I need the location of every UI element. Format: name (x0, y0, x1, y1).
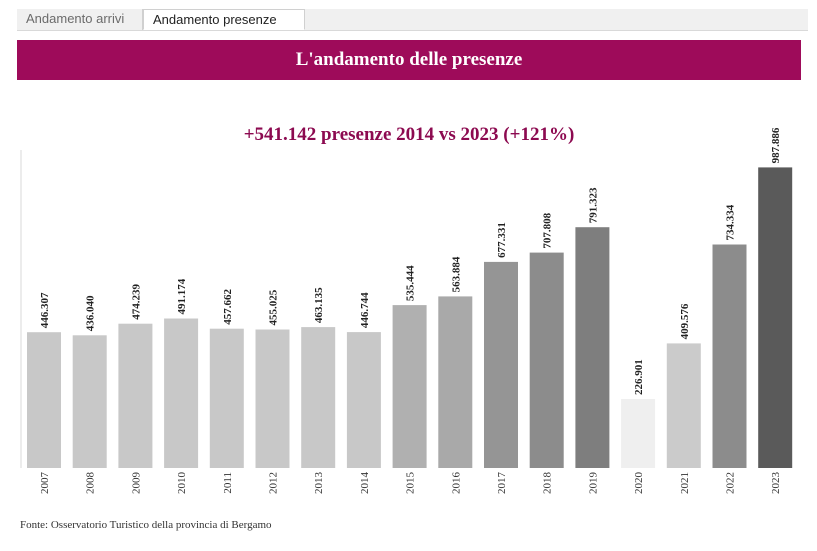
tab-andamento-arrivi[interactable]: Andamento arrivi (17, 9, 143, 30)
x-tick-label-2009: 2009 (130, 472, 142, 495)
x-tick-label-2022: 2022 (725, 472, 737, 494)
tab-andamento-presenze[interactable]: Andamento presenze (143, 9, 305, 30)
page-title: L'andamento delle presenze (17, 40, 801, 80)
x-tick-label-2008: 2008 (85, 472, 97, 495)
x-tick-label-2021: 2021 (679, 472, 691, 494)
value-label-2016: 563.884 (450, 256, 462, 292)
value-label-2018: 707.808 (542, 212, 554, 248)
value-label-2015: 535.444 (405, 265, 417, 301)
chart-subtitle: +541.142 presenze 2014 vs 2023 (+121%) (243, 124, 575, 145)
source-note: Fonte: Osservatorio Turistico della prov… (20, 519, 272, 531)
x-tick-label-2012: 2012 (268, 472, 280, 494)
value-label-2011: 457.662 (222, 288, 234, 324)
x-tick-label-2018: 2018 (542, 472, 554, 495)
value-label-2022: 734.334 (725, 204, 737, 240)
x-tick-label-2016: 2016 (450, 472, 462, 495)
bar-2008[interactable] (72, 335, 107, 468)
value-label-2021: 409.576 (679, 303, 691, 339)
x-tick-label-2013: 2013 (313, 472, 325, 495)
bar-2007[interactable] (27, 332, 61, 468)
bar-2011[interactable] (209, 328, 244, 468)
bar-2017[interactable] (484, 261, 518, 468)
bar-2015[interactable] (392, 305, 427, 468)
bar-2019[interactable] (575, 227, 610, 468)
bar-2013[interactable] (301, 327, 336, 468)
value-label-2008: 436.040 (85, 295, 97, 331)
x-tick-label-2015: 2015 (405, 472, 417, 495)
value-label-2020: 226.901 (633, 359, 645, 395)
x-tick-label-2007: 2007 (39, 472, 51, 495)
value-label-2010: 491.174 (176, 278, 188, 314)
x-tick-label-2014: 2014 (359, 472, 371, 495)
bar-2014[interactable] (346, 332, 381, 468)
value-label-2007: 446.307 (39, 292, 51, 328)
bar-2021[interactable] (666, 343, 701, 468)
bar-2020[interactable] (621, 399, 656, 468)
bar-2010[interactable] (164, 318, 199, 469)
x-tick-label-2011: 2011 (222, 472, 234, 494)
value-label-2017: 677.331 (496, 222, 508, 258)
x-tick-label-2019: 2019 (587, 472, 599, 495)
x-tick-label-2023: 2023 (770, 472, 782, 495)
bar-2018[interactable] (529, 252, 564, 468)
value-label-2009: 474.239 (130, 283, 142, 319)
x-tick-label-2010: 2010 (176, 472, 188, 495)
bar-2016[interactable] (438, 296, 473, 468)
value-label-2012: 455.025 (268, 289, 280, 325)
value-label-2023: 987.886 (770, 127, 782, 163)
bar-2022[interactable] (712, 244, 747, 469)
value-label-2014: 446.744 (359, 292, 371, 328)
bar-2009[interactable] (118, 323, 153, 468)
x-tick-label-2017: 2017 (496, 472, 508, 495)
bar-2012[interactable] (255, 329, 290, 469)
tab-bar: Andamento arrivi Andamento presenze (17, 9, 808, 31)
value-label-2013: 463.135 (313, 287, 325, 323)
bar-2023[interactable] (758, 167, 793, 468)
x-tick-label-2020: 2020 (633, 472, 645, 495)
value-label-2019: 791.323 (587, 187, 599, 223)
